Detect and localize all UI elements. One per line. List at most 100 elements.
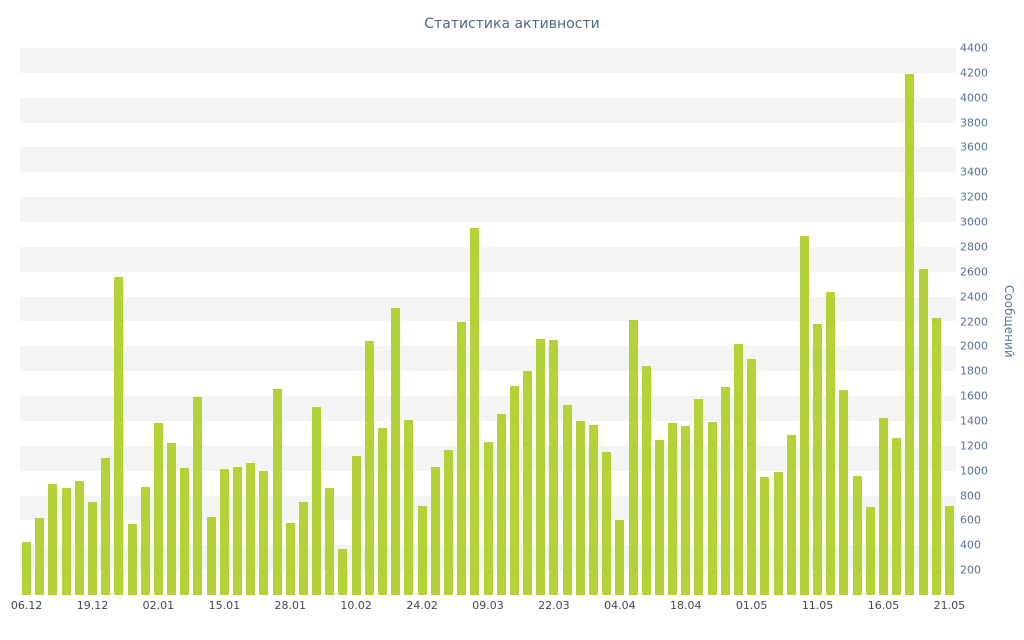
bar[interactable] xyxy=(378,428,388,595)
plot-area xyxy=(20,48,956,595)
bar[interactable] xyxy=(931,317,941,595)
bar[interactable] xyxy=(523,371,533,595)
bar[interactable] xyxy=(509,386,519,595)
bar[interactable] xyxy=(298,501,308,595)
grid-band xyxy=(20,296,956,322)
x-tick-label: 18.04 xyxy=(669,599,702,612)
bar[interactable] xyxy=(602,452,612,595)
bar[interactable] xyxy=(246,463,256,595)
x-tick-label: 10.02 xyxy=(340,599,372,612)
bar[interactable] xyxy=(338,549,348,595)
bar[interactable] xyxy=(786,434,796,595)
y-tick-label: 1600 xyxy=(960,389,988,403)
x-tick-label: 19.12 xyxy=(76,599,109,612)
y-tick-label: 2200 xyxy=(960,315,988,328)
bar[interactable] xyxy=(470,228,480,595)
bar[interactable] xyxy=(588,424,598,595)
bar[interactable] xyxy=(22,541,32,595)
grid-band xyxy=(20,122,956,148)
bar[interactable] xyxy=(140,486,150,595)
bar[interactable] xyxy=(404,419,414,595)
bar[interactable] xyxy=(206,516,216,595)
grid-band xyxy=(20,72,956,98)
bar[interactable] xyxy=(799,235,809,595)
bar[interactable] xyxy=(167,443,177,595)
bar[interactable] xyxy=(865,506,875,595)
y-tick-label: 400 xyxy=(960,538,981,552)
bar[interactable] xyxy=(61,488,71,595)
bar[interactable] xyxy=(285,522,295,595)
x-tick-label: 15.01 xyxy=(208,599,241,612)
bar[interactable] xyxy=(944,505,954,595)
y-axis-title: Сообщений xyxy=(1002,285,1016,358)
bar[interactable] xyxy=(760,476,770,595)
bar[interactable] xyxy=(430,466,440,595)
y-tick-label: 1200 xyxy=(960,439,988,453)
y-tick-label: 4400 xyxy=(960,41,988,55)
bar[interactable] xyxy=(813,324,823,595)
grid-band xyxy=(20,197,956,223)
bar[interactable] xyxy=(364,341,374,595)
bar[interactable] xyxy=(733,343,743,595)
bar[interactable] xyxy=(681,425,691,595)
bar[interactable] xyxy=(325,488,335,595)
bar[interactable] xyxy=(562,404,572,595)
bar[interactable] xyxy=(483,442,493,595)
bar[interactable] xyxy=(219,469,229,595)
bar[interactable] xyxy=(628,320,638,595)
bar[interactable] xyxy=(114,276,124,595)
y-tick-label: 1800 xyxy=(960,364,988,378)
grid-band xyxy=(20,147,956,173)
y-tick-label: 800 xyxy=(960,489,981,503)
bar[interactable] xyxy=(351,455,361,595)
y-tick-label: 2000 xyxy=(960,339,988,353)
bar[interactable] xyxy=(88,501,97,595)
bar[interactable] xyxy=(905,74,915,595)
bar[interactable] xyxy=(312,407,322,595)
y-tick-label: 3400 xyxy=(960,165,988,179)
bar[interactable] xyxy=(259,470,269,595)
bar[interactable] xyxy=(747,358,757,595)
bar[interactable] xyxy=(918,269,928,595)
bar[interactable] xyxy=(101,458,111,595)
x-tick-label: 01.05 xyxy=(735,599,768,612)
bar[interactable] xyxy=(773,471,783,595)
bar[interactable] xyxy=(549,340,559,595)
bar[interactable] xyxy=(127,524,137,595)
bar[interactable] xyxy=(233,466,243,595)
chart-title: Статистика активности xyxy=(424,16,600,32)
bar[interactable] xyxy=(707,422,717,595)
bar[interactable] xyxy=(443,449,453,595)
bar[interactable] xyxy=(496,413,506,595)
bar[interactable] xyxy=(878,418,888,595)
x-tick-label: 28.01 xyxy=(274,599,307,612)
bar[interactable] xyxy=(852,475,862,595)
bar[interactable] xyxy=(575,420,585,595)
bar[interactable] xyxy=(641,366,651,595)
bar[interactable] xyxy=(180,468,190,595)
bar[interactable] xyxy=(536,338,546,595)
bar[interactable] xyxy=(654,439,664,595)
bar[interactable] xyxy=(720,387,730,595)
y-tick-label: 2600 xyxy=(960,265,988,279)
bar[interactable] xyxy=(694,398,704,595)
y-tick-label: 4200 xyxy=(960,66,988,80)
x-tick-label: 11.05 xyxy=(801,599,834,612)
y-tick-label: 1400 xyxy=(960,414,988,428)
bar[interactable] xyxy=(417,505,427,595)
bar[interactable] xyxy=(826,291,836,595)
bar[interactable] xyxy=(272,388,282,595)
bar[interactable] xyxy=(839,389,849,595)
bar[interactable] xyxy=(391,307,401,595)
bar[interactable] xyxy=(74,480,84,595)
bar[interactable] xyxy=(153,423,163,595)
bar[interactable] xyxy=(35,517,45,595)
bar[interactable] xyxy=(892,438,902,595)
y-tick-label: 3600 xyxy=(960,140,988,154)
bar[interactable] xyxy=(668,423,678,595)
bar[interactable] xyxy=(615,520,625,595)
bar[interactable] xyxy=(48,484,58,595)
bar[interactable] xyxy=(193,397,203,595)
bar[interactable] xyxy=(457,321,467,595)
y-tick-label: 600 xyxy=(960,513,981,527)
